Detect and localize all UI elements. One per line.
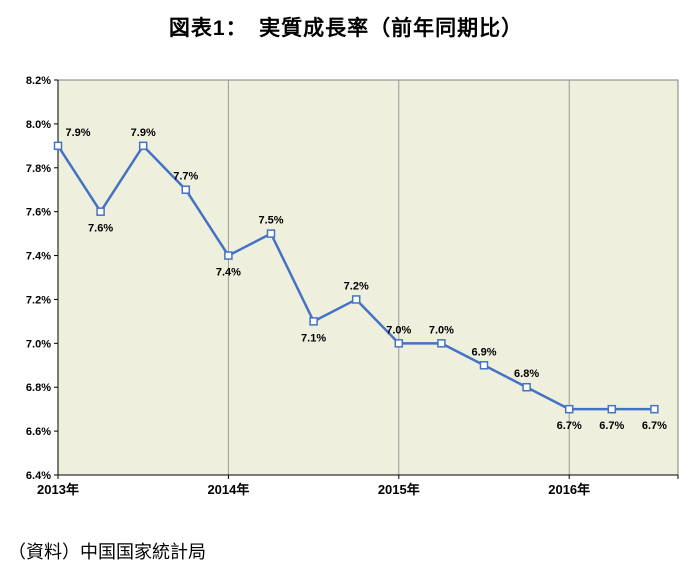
data-label: 7.9% bbox=[65, 127, 90, 139]
data-label: 6.9% bbox=[471, 346, 496, 358]
plot-area bbox=[57, 79, 679, 476]
data-point-marker bbox=[479, 361, 489, 370]
data-point-marker bbox=[181, 185, 191, 194]
y-tick-label: 7.8% bbox=[26, 163, 51, 175]
data-point-marker bbox=[607, 404, 617, 414]
data-label: 7.7% bbox=[173, 171, 198, 183]
data-label: 6.8% bbox=[514, 368, 539, 380]
data-label: 7.1% bbox=[301, 332, 326, 344]
data-label: 7.0% bbox=[386, 324, 411, 336]
data-label: 6.7% bbox=[557, 420, 582, 432]
data-point-marker bbox=[138, 141, 148, 151]
x-tick-label: 2016年 bbox=[548, 482, 590, 497]
x-tick-label: 2014年 bbox=[207, 482, 249, 497]
data-point-marker bbox=[53, 141, 63, 151]
y-tick-label: 8.0% bbox=[26, 119, 51, 131]
x-tick-label: 2015年 bbox=[378, 482, 420, 497]
y-tick-label: 8.2% bbox=[26, 75, 51, 87]
y-tick-label: 7.4% bbox=[26, 251, 51, 263]
data-point-marker bbox=[650, 404, 659, 414]
data-label: 7.0% bbox=[429, 324, 454, 336]
y-tick-label: 7.6% bbox=[26, 207, 51, 219]
y-tick-label: 7.0% bbox=[26, 338, 51, 350]
y-tick-label: 6.4% bbox=[26, 470, 51, 482]
data-label: 6.7% bbox=[599, 420, 624, 432]
source-note: （資料）中国国家統計局 bbox=[8, 542, 206, 562]
growth-rate-line-chart: 8.2% 8.0% 7.8% 7.6% 7.4% 7.2% 7.0% 6.8% 6.6% 6.4%… bbox=[26, 75, 679, 497]
x-tick-label: 2013年 bbox=[37, 482, 79, 497]
data-point-marker bbox=[522, 382, 531, 392]
data-label: 7.6% bbox=[88, 223, 113, 235]
data-point-marker bbox=[564, 404, 574, 414]
y-tick-label: 7.2% bbox=[26, 294, 51, 306]
y-tick-label: 6.8% bbox=[26, 382, 51, 394]
y-tick-label: 6.6% bbox=[26, 426, 51, 438]
data-label: 7.2% bbox=[344, 280, 369, 292]
data-label: 7.9% bbox=[131, 127, 156, 139]
data-label: 7.4% bbox=[216, 267, 241, 279]
data-point-marker bbox=[224, 251, 233, 260]
data-point-marker bbox=[96, 207, 105, 216]
data-point-marker bbox=[266, 229, 276, 238]
data-label: 7.5% bbox=[258, 215, 283, 227]
data-point-marker bbox=[394, 339, 404, 348]
data-point-marker bbox=[351, 295, 361, 304]
data-point-marker bbox=[437, 339, 446, 348]
chart-title: 図表1： 実質成長率（前年同期比） bbox=[168, 17, 524, 40]
data-label: 6.7% bbox=[642, 420, 667, 432]
data-point-marker bbox=[309, 317, 318, 326]
